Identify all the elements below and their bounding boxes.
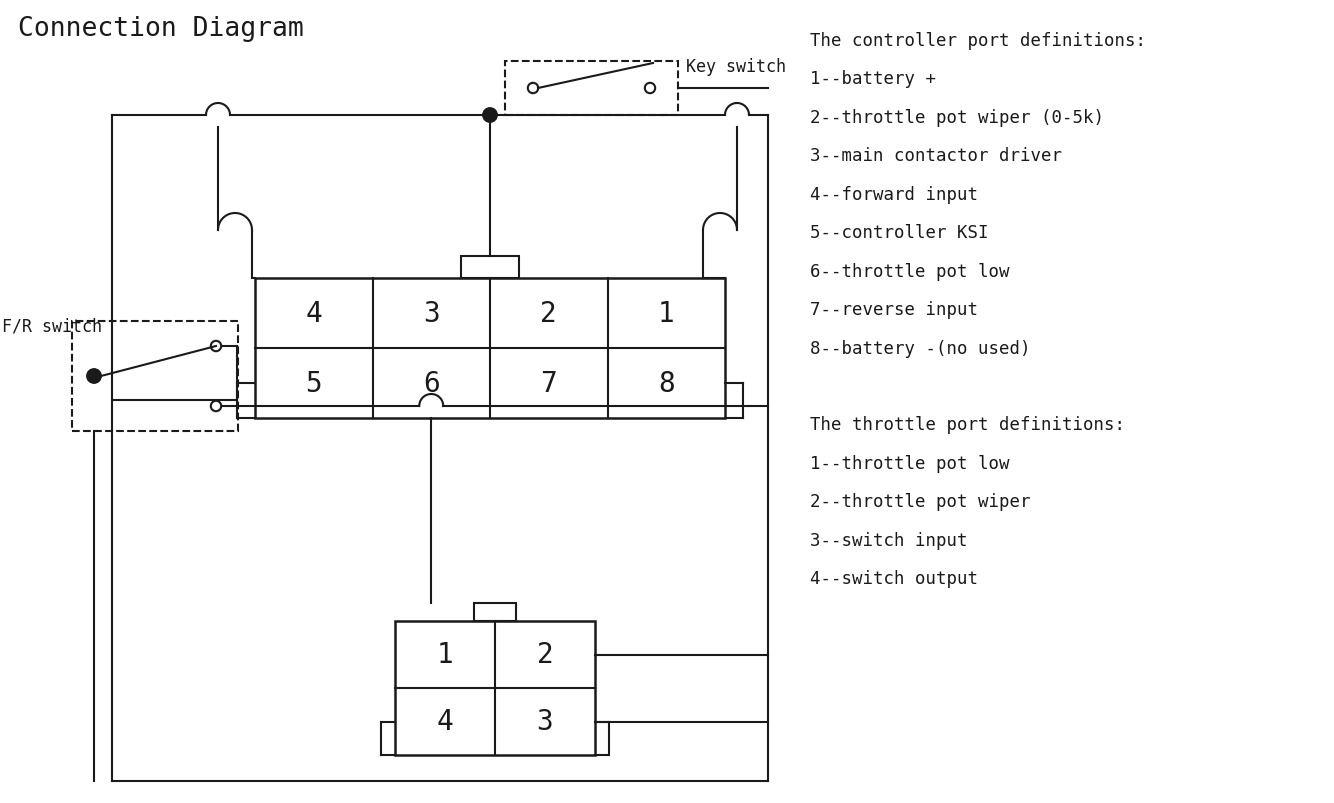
Circle shape [483, 108, 498, 123]
Text: 7: 7 [540, 369, 558, 397]
Circle shape [644, 84, 655, 94]
Text: 3: 3 [423, 300, 440, 328]
Circle shape [211, 402, 221, 412]
Text: 3--main contactor driver: 3--main contactor driver [810, 147, 1062, 165]
Text: 1: 1 [436, 641, 454, 669]
Text: 4--forward input: 4--forward input [810, 185, 978, 204]
Text: 2: 2 [536, 641, 554, 669]
FancyBboxPatch shape [72, 321, 237, 431]
Text: 5--controller KSI: 5--controller KSI [810, 224, 988, 243]
FancyBboxPatch shape [462, 257, 519, 279]
Circle shape [528, 84, 538, 94]
Text: 6: 6 [423, 369, 440, 397]
Text: 1: 1 [658, 300, 675, 328]
Text: 4: 4 [305, 300, 321, 328]
Circle shape [211, 341, 221, 352]
Text: Connection Diagram: Connection Diagram [17, 16, 304, 42]
Text: 1--battery +: 1--battery + [810, 71, 936, 88]
Text: 3: 3 [536, 707, 554, 736]
Text: 2--throttle pot wiper: 2--throttle pot wiper [810, 493, 1030, 511]
Text: 8--battery -(no used): 8--battery -(no used) [810, 340, 1030, 357]
Text: 1--throttle pot low: 1--throttle pot low [810, 454, 1010, 472]
FancyBboxPatch shape [506, 62, 678, 116]
Text: The controller port definitions:: The controller port definitions: [810, 32, 1146, 50]
Text: 6--throttle pot low: 6--throttle pot low [810, 263, 1010, 281]
Text: F/R switch: F/R switch [1, 318, 101, 336]
Text: Key switch: Key switch [686, 58, 786, 76]
Text: 5: 5 [305, 369, 321, 397]
Text: 2--throttle pot wiper (0-5k): 2--throttle pot wiper (0-5k) [810, 109, 1105, 127]
Text: 4: 4 [436, 707, 454, 736]
FancyBboxPatch shape [255, 279, 724, 418]
Text: 4--switch output: 4--switch output [810, 570, 978, 588]
Text: 3--switch input: 3--switch input [810, 532, 967, 549]
Text: 7--reverse input: 7--reverse input [810, 301, 978, 319]
FancyBboxPatch shape [395, 622, 595, 755]
Text: The throttle port definitions:: The throttle port definitions: [810, 416, 1125, 434]
Text: 2: 2 [540, 300, 558, 328]
Text: 8: 8 [658, 369, 675, 397]
FancyBboxPatch shape [474, 603, 516, 622]
Circle shape [87, 369, 101, 384]
